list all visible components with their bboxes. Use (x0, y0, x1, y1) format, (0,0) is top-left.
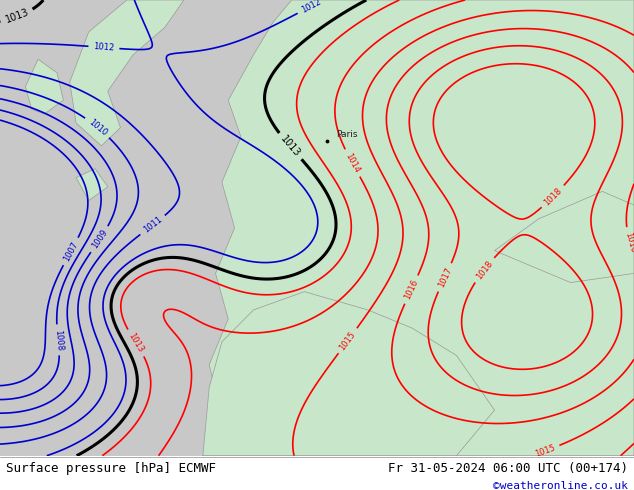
Text: 1018: 1018 (542, 186, 564, 207)
Text: 1013: 1013 (278, 134, 302, 159)
Polygon shape (76, 169, 108, 200)
Text: 1013: 1013 (4, 7, 30, 25)
Polygon shape (70, 0, 184, 146)
Text: Paris: Paris (336, 130, 358, 139)
Text: Surface pressure [hPa] ECMWF: Surface pressure [hPa] ECMWF (6, 462, 216, 475)
Text: 1016: 1016 (623, 231, 634, 254)
Polygon shape (203, 292, 495, 456)
Text: 1007: 1007 (62, 240, 80, 263)
Text: 1017: 1017 (436, 266, 453, 289)
Polygon shape (495, 192, 634, 283)
Text: 1013: 1013 (127, 332, 145, 354)
Text: 1014: 1014 (344, 152, 361, 174)
Text: ©weatheronline.co.uk: ©weatheronline.co.uk (493, 481, 628, 490)
Text: 1011: 1011 (141, 215, 164, 235)
Text: 1008: 1008 (53, 329, 63, 351)
Polygon shape (25, 59, 63, 114)
Text: 1015: 1015 (534, 443, 557, 459)
Text: 1010: 1010 (87, 117, 108, 138)
Text: 1012: 1012 (93, 42, 115, 53)
Text: 1012: 1012 (300, 0, 323, 15)
Text: 1015: 1015 (338, 330, 358, 352)
Text: 1018: 1018 (474, 259, 495, 281)
Polygon shape (203, 0, 634, 456)
Text: Fr 31-05-2024 06:00 UTC (00+174): Fr 31-05-2024 06:00 UTC (00+174) (387, 462, 628, 475)
Text: 1009: 1009 (90, 228, 109, 250)
Text: 1016: 1016 (403, 278, 420, 301)
